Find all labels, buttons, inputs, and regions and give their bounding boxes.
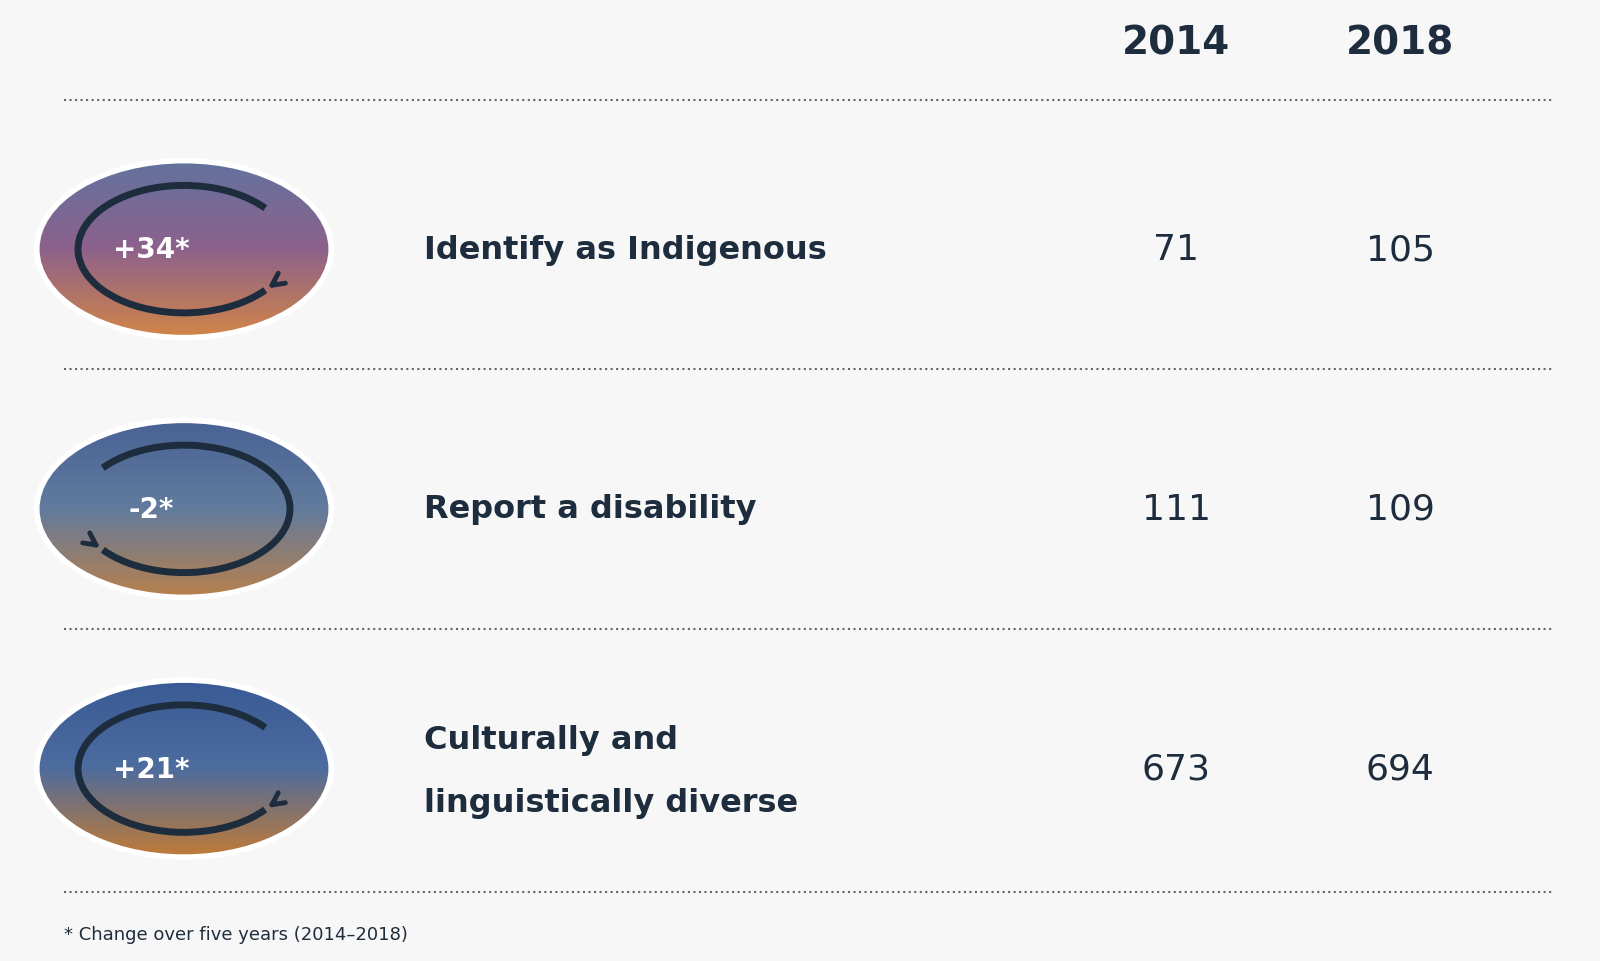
Text: Report a disability: Report a disability <box>424 494 757 525</box>
Text: * Change over five years (2014–2018): * Change over five years (2014–2018) <box>64 925 408 943</box>
Text: 2014: 2014 <box>1122 24 1230 62</box>
Text: 71: 71 <box>1154 233 1198 267</box>
Text: +34*: +34* <box>114 235 190 264</box>
Text: 105: 105 <box>1365 233 1435 267</box>
Text: 111: 111 <box>1141 492 1211 527</box>
Text: +21*: +21* <box>114 754 190 783</box>
Text: 109: 109 <box>1365 492 1435 527</box>
Text: -2*: -2* <box>130 495 174 524</box>
Text: 2018: 2018 <box>1346 24 1454 62</box>
Text: linguistically diverse: linguistically diverse <box>424 787 798 818</box>
Text: 673: 673 <box>1141 752 1211 786</box>
Text: Culturally and: Culturally and <box>424 725 678 755</box>
Text: Identify as Indigenous: Identify as Indigenous <box>424 234 827 265</box>
Text: 694: 694 <box>1365 752 1435 786</box>
